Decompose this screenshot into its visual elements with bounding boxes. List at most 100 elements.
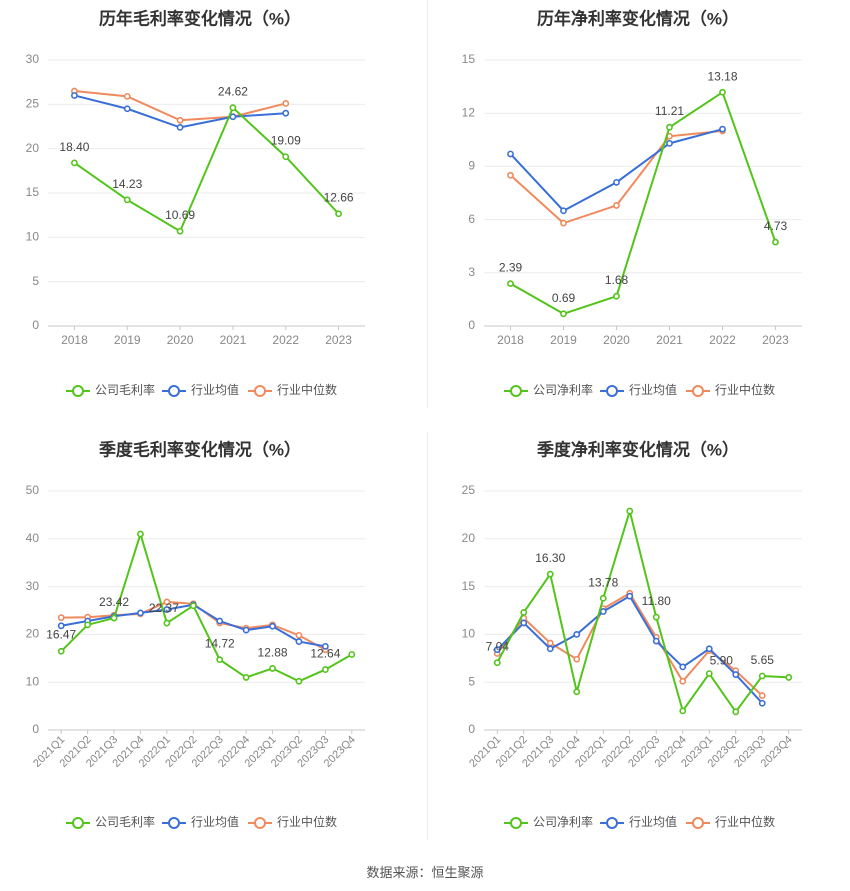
- data-point-company: [321, 666, 329, 673]
- data-point-company: [123, 196, 131, 204]
- x-tick-label: 2018: [61, 333, 88, 347]
- legend-marker: [254, 817, 266, 829]
- data-point-industry_avg: [599, 608, 607, 615]
- vertical-divider: [427, 0, 428, 408]
- legend-item-company: 公司毛利率: [66, 382, 155, 397]
- data-point-company: [57, 647, 65, 655]
- legend-marker: [72, 817, 84, 829]
- data-point-industry_avg: [137, 609, 144, 617]
- y-tick-label: 0: [468, 318, 475, 332]
- data-label: 14.72: [205, 637, 235, 651]
- data-label: 1.68: [605, 273, 629, 287]
- chart-title: 历年净利率变化情况（%）: [537, 8, 739, 28]
- data-point-company: [626, 507, 634, 515]
- data-point-industry_avg: [71, 92, 78, 99]
- y-tick-label: 30: [26, 52, 40, 66]
- data-point-industry_avg: [732, 671, 740, 678]
- data-label: 12.66: [324, 191, 354, 205]
- data-point-industry_median: [613, 202, 620, 209]
- series-line-company: [73, 106, 340, 233]
- data-point-industry_median: [573, 655, 581, 663]
- x-tick-label: 2021: [220, 333, 247, 347]
- data-point-industry_avg: [573, 631, 581, 638]
- data-point-industry_median: [758, 692, 766, 699]
- y-tick-label: 0: [468, 722, 475, 736]
- data-point-company: [493, 659, 501, 667]
- data-point-industry_median: [163, 598, 171, 606]
- x-tick-label: 2022: [709, 333, 736, 347]
- series-line-industry_median: [496, 591, 763, 697]
- legend-item-industry_median: 行业中位数: [686, 382, 775, 397]
- series-line-industry_median: [509, 129, 723, 225]
- data-point-company: [176, 227, 184, 235]
- legend-marker: [692, 817, 704, 829]
- y-tick-label: 0: [32, 318, 39, 332]
- data-point-industry_median: [546, 639, 554, 647]
- data-point-industry_median: [507, 171, 514, 179]
- data-point-industry_avg: [176, 123, 184, 131]
- data-point-company: [137, 530, 144, 538]
- legend-marker: [692, 385, 704, 397]
- legend-marker: [510, 817, 522, 829]
- data-label: 12.64: [310, 647, 340, 661]
- legend-marker: [254, 385, 266, 397]
- data-label: 16.30: [535, 551, 565, 565]
- data-point-industry_avg: [123, 105, 131, 113]
- x-tick-label: 2020: [167, 333, 194, 347]
- y-tick-label: 20: [26, 627, 40, 641]
- y-tick-label: 20: [26, 141, 40, 155]
- x-tick-label: 2019: [550, 333, 577, 347]
- data-point-company: [758, 672, 766, 680]
- data-point-company: [335, 210, 342, 218]
- data-point-industry_median: [295, 631, 303, 639]
- data-point-company: [216, 656, 224, 664]
- legend-item-industry_median: 行业中位数: [248, 382, 337, 397]
- data-label: 5.65: [751, 653, 775, 667]
- data-point-industry_avg: [666, 139, 673, 147]
- data-point-industry_median: [679, 677, 687, 685]
- data-label: 24.62: [218, 85, 248, 99]
- series-line-company: [496, 507, 789, 714]
- data-label: 11.21: [655, 104, 684, 118]
- data-point-industry_avg: [719, 125, 726, 133]
- legend-label: 行业中位数: [277, 382, 337, 397]
- legend-label: 行业中位数: [715, 382, 775, 397]
- data-point-industry_avg: [613, 178, 620, 186]
- data-point-industry_avg: [679, 663, 687, 671]
- data-label: 13.78: [588, 575, 618, 589]
- data-label: 13.18: [707, 69, 737, 83]
- data-point-company: [599, 594, 607, 602]
- legend-marker: [168, 817, 180, 829]
- x-tick-label: 2023: [762, 333, 789, 347]
- data-point-company: [295, 677, 303, 685]
- y-tick-label: 15: [462, 52, 476, 66]
- data-point-industry_avg: [242, 626, 250, 634]
- legend-label: 公司毛利率: [95, 814, 155, 829]
- y-tick-label: 50: [26, 483, 40, 497]
- legend-marker: [168, 385, 180, 397]
- legend-item-industry_avg: 行业均值: [162, 814, 239, 829]
- series-line-company: [510, 90, 777, 315]
- data-label: 23.42: [99, 595, 129, 609]
- data-point-industry_avg: [163, 606, 171, 613]
- data-label: 18.40: [59, 140, 89, 154]
- data-point-industry_avg: [321, 642, 329, 650]
- legend-item-industry_median: 行业中位数: [686, 814, 775, 829]
- x-tick-label: 2020: [603, 333, 630, 347]
- data-point-company: [84, 621, 92, 629]
- chart-panel-2: 历年净利率变化情况（%） 0 3 6 9 12 15 2018 2019 2020 2021 2022…: [462, 8, 802, 397]
- data-point-industry_avg: [560, 207, 567, 215]
- y-tick-label: 20: [462, 531, 476, 545]
- y-tick-label: 25: [462, 483, 476, 497]
- data-point-industry_median: [282, 100, 290, 107]
- data-point-industry_avg: [652, 637, 660, 645]
- series-line-industry_avg: [61, 603, 326, 648]
- data-label: 12.88: [258, 645, 288, 659]
- data-point-industry_avg: [282, 109, 290, 117]
- data-point-industry_avg: [493, 646, 501, 654]
- y-tick-label: 15: [462, 579, 476, 593]
- data-point-industry_avg: [269, 622, 276, 630]
- legend-item-industry_median: 行业中位数: [248, 814, 337, 829]
- y-tick-label: 5: [468, 674, 475, 688]
- legend-label: 行业均值: [629, 814, 677, 829]
